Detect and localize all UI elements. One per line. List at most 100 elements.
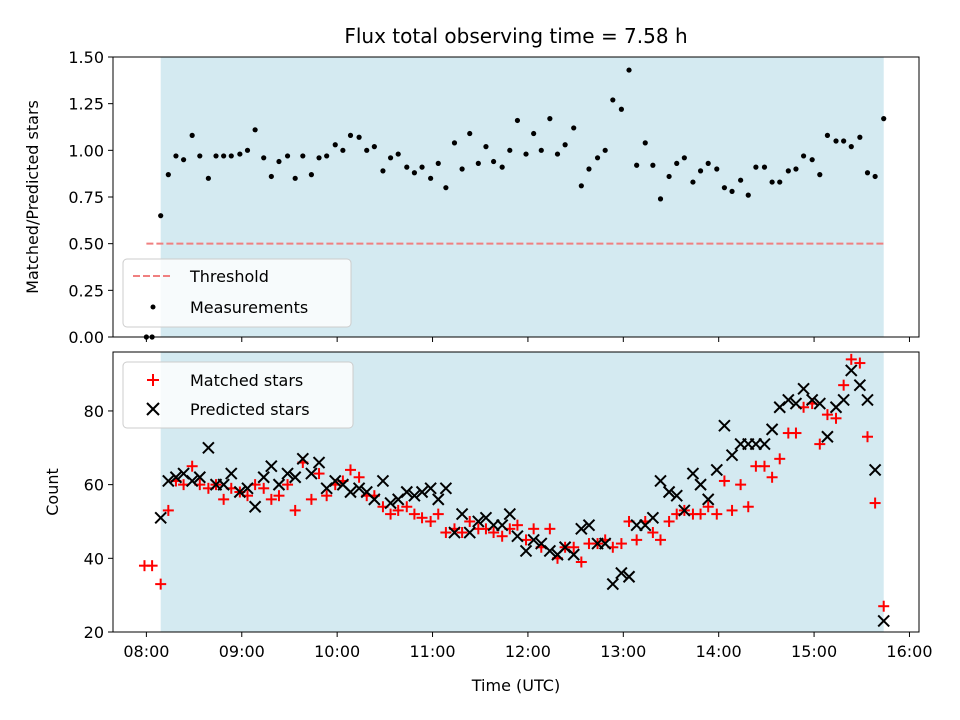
predicted-star-point (217, 478, 230, 491)
measurement-point (793, 166, 799, 172)
bottom-legend: Matched stars Predicted stars (122, 361, 354, 429)
matched-star-point (416, 512, 428, 524)
predicted-star-point (782, 393, 795, 407)
predicted-star-point (312, 456, 326, 469)
matched-star-point (814, 438, 826, 450)
predicted-star-point (455, 507, 469, 521)
predicted-star-point (765, 423, 779, 436)
predicted-star-point (678, 504, 691, 517)
predicted-star-point (853, 378, 867, 392)
x-tick-label: 14:00 (696, 642, 742, 661)
measurement-point (428, 175, 434, 181)
measurement-point (800, 153, 807, 159)
predicted-star-point (272, 478, 286, 491)
top-legend: Threshold Measurements (122, 258, 352, 328)
matched-star-point (647, 527, 659, 539)
predicted-star-point (296, 452, 310, 466)
measurement-point (371, 144, 377, 150)
measurement-point (674, 160, 680, 166)
measurement-point (824, 132, 831, 138)
measurement-point (252, 127, 258, 133)
predicted-star-point (424, 482, 437, 495)
measurement-point (284, 153, 291, 159)
predicted-star-point (376, 474, 390, 488)
matched-star-point (838, 379, 850, 391)
predicted-star-point (837, 393, 850, 407)
matched-star-point (854, 357, 866, 369)
measurement-point (451, 140, 458, 146)
matched-star-point (401, 501, 413, 513)
measurement-point (173, 153, 179, 159)
matched-star-point (790, 427, 802, 439)
measurement-point (857, 134, 863, 140)
measurement-point (571, 125, 577, 131)
top-y-tick-label: 1.25 (68, 95, 104, 114)
matched-star-point (321, 490, 333, 502)
matched-star-point (289, 504, 301, 516)
legend-threshold-label: Threshold (189, 267, 269, 286)
matched-star-point (511, 519, 523, 531)
matched-star-point (258, 482, 270, 494)
top-y-tick-label: 1.50 (68, 48, 104, 67)
measurement-point (228, 153, 234, 159)
matched-star-point (742, 501, 754, 513)
measurement-point (237, 151, 243, 157)
measurement-point (578, 183, 584, 189)
matched-star-point (821, 409, 833, 421)
measurement-point (626, 67, 632, 73)
predicted-star-point (598, 537, 612, 550)
predicted-star-point (248, 500, 262, 513)
measurement-point (158, 213, 164, 219)
matched-star-point (631, 534, 643, 546)
matched-star-point (568, 541, 580, 553)
measurement-point (205, 175, 211, 181)
measurement-points (143, 67, 887, 340)
bottom-y-tick-label: 80 (84, 402, 104, 421)
measurement-point (165, 172, 171, 178)
measurement-point (634, 162, 640, 168)
measurement-point (642, 140, 648, 146)
measurement-point (189, 132, 195, 138)
x-tick-label: 12:00 (505, 642, 551, 661)
predicted-star-point (503, 507, 517, 521)
predicted-star-point (686, 467, 700, 480)
predicted-star-point (606, 577, 620, 591)
predicted-star-point (463, 526, 476, 539)
predicted-star-point (352, 482, 366, 495)
predicted-star-point (725, 448, 739, 462)
measurement-point (197, 153, 203, 159)
matched-star-point (440, 527, 452, 539)
measurement-point (666, 173, 672, 180)
matched-star-point (432, 508, 444, 520)
matched-star-point (774, 453, 786, 465)
x-tick-label: 11:00 (409, 642, 455, 661)
predicted-star-point (654, 474, 667, 488)
measurement-point (467, 130, 473, 137)
predicted-star-point (797, 382, 810, 396)
predicted-star-point (185, 474, 199, 488)
predicted-star-point (415, 485, 429, 499)
predicted-star-point (758, 437, 771, 451)
measurement-point (276, 158, 282, 165)
predicted-star-point (202, 441, 215, 454)
predicted-star-point (495, 518, 509, 532)
measurement-point (538, 147, 544, 153)
matched-star-point (313, 468, 325, 480)
measurement-point (531, 130, 537, 137)
matched-star-point (385, 508, 397, 520)
top-y-axis-label: Matched/Predicted stars (23, 100, 42, 294)
measurement-point (514, 117, 521, 124)
measurement-point (681, 155, 687, 161)
predicted-star-point (821, 430, 834, 443)
predicted-star-point (845, 364, 858, 377)
predicted-stars-points (154, 364, 890, 628)
measurement-point (261, 155, 267, 161)
measurement-point (841, 138, 847, 144)
matched-star-point (726, 504, 738, 516)
predicted-star-point (789, 397, 803, 410)
matched-star-point (456, 527, 468, 539)
measurement-point (721, 185, 728, 191)
bottom-y-tick-label: 60 (84, 476, 104, 495)
predicted-star-point (622, 570, 636, 583)
chart-title: Flux total observing time = 7.58 h (344, 24, 687, 48)
